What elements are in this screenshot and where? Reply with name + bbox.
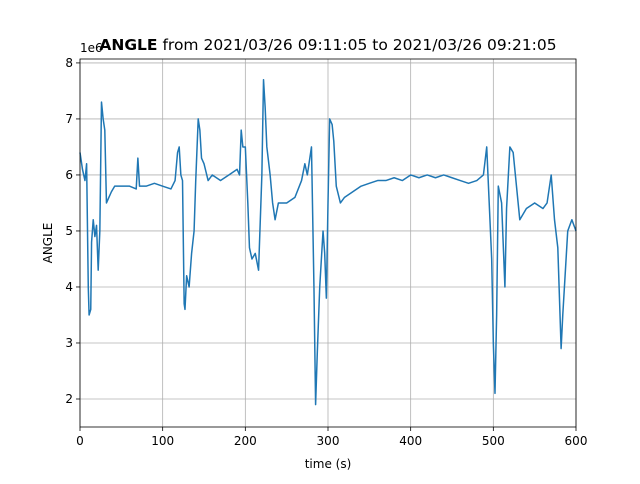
y-tick-label: 2: [65, 392, 73, 406]
x-tick-label: 0: [76, 434, 84, 448]
y-tick-label: 8: [65, 56, 73, 70]
data-line: [79, 78, 577, 406]
x-tick-label: 600: [565, 434, 588, 448]
title-main: ANGLE: [99, 36, 157, 54]
x-tick-label: 400: [399, 434, 422, 448]
plot-frame: [79, 58, 577, 428]
chart-title: ANGLE from 2021/03/26 09:11:05 to 2021/0…: [99, 36, 556, 54]
y-tick-label: 7: [65, 112, 73, 126]
offset-label: 1e6: [80, 41, 103, 55]
x-axis-label: time (s): [305, 457, 352, 471]
x-tick-label: 100: [151, 434, 174, 448]
y-axis-label: ANGLE: [41, 223, 55, 264]
x-tick-label: 300: [317, 434, 340, 448]
y-tick-label: 5: [65, 224, 73, 238]
x-tick-label: 500: [482, 434, 505, 448]
x-tick-label: 200: [234, 434, 257, 448]
title-range: from 2021/03/26 09:11:05 to 2021/03/26 0…: [162, 36, 556, 54]
y-tick-label: 4: [65, 280, 73, 294]
y-tick-label: 6: [65, 168, 73, 182]
y-tick-label: 3: [65, 336, 73, 350]
